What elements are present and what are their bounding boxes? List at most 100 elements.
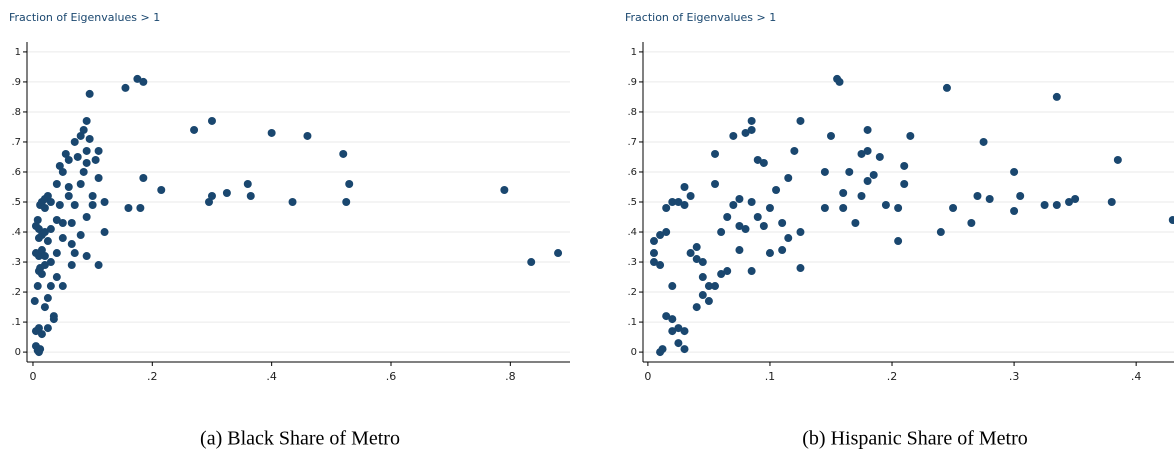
point <box>747 198 756 206</box>
point <box>973 191 982 200</box>
point <box>34 252 43 261</box>
y-tick-label: .2 <box>11 287 21 298</box>
point <box>124 204 133 213</box>
point <box>46 258 55 267</box>
point <box>747 267 756 276</box>
point <box>759 158 768 167</box>
points <box>30 74 563 357</box>
y-tick-label: .5 <box>627 197 637 208</box>
point <box>839 188 848 197</box>
point <box>52 216 61 225</box>
point <box>723 213 732 222</box>
point <box>857 191 866 200</box>
point <box>741 225 750 234</box>
point <box>100 228 109 237</box>
point <box>747 125 756 134</box>
point <box>704 282 713 291</box>
point <box>46 225 55 234</box>
y-tick-label: .6 <box>11 167 21 178</box>
y-tick-label: .3 <box>627 257 637 268</box>
point <box>52 249 61 258</box>
point <box>121 83 130 92</box>
point <box>64 182 73 191</box>
point <box>76 231 85 240</box>
point <box>759 222 768 231</box>
point <box>37 270 46 279</box>
point <box>40 228 49 237</box>
point <box>1052 201 1061 210</box>
point <box>662 204 671 213</box>
point <box>82 146 91 155</box>
point <box>704 297 713 306</box>
point <box>753 213 762 222</box>
point <box>207 116 216 125</box>
point <box>772 185 781 194</box>
point <box>747 116 756 125</box>
point <box>1010 167 1019 176</box>
point <box>662 228 671 237</box>
point <box>267 128 276 137</box>
y-tick-label: .9 <box>627 77 637 88</box>
point <box>863 125 872 134</box>
point <box>1010 207 1019 216</box>
x-tick-label: .4 <box>266 370 277 383</box>
y-tick-label: .6 <box>627 167 637 178</box>
point <box>942 83 951 92</box>
x-tick-label: .3 <box>1009 370 1020 383</box>
point <box>784 234 793 243</box>
point <box>58 219 67 228</box>
y-tick-label: 0 <box>631 347 637 358</box>
points <box>649 74 1174 357</box>
point <box>741 128 750 137</box>
y-tick-label: .4 <box>11 227 21 238</box>
point <box>985 194 994 203</box>
point <box>82 116 91 125</box>
point <box>674 198 683 206</box>
point <box>1113 155 1122 164</box>
point <box>711 149 720 158</box>
y-tick-label: 0 <box>15 347 21 358</box>
point <box>723 267 732 276</box>
point <box>711 179 720 188</box>
point <box>680 201 689 210</box>
point <box>33 282 42 291</box>
point <box>133 74 142 83</box>
point <box>662 312 671 321</box>
point <box>34 225 43 234</box>
point <box>40 252 49 261</box>
point <box>1107 198 1116 206</box>
point <box>649 237 658 246</box>
point <box>790 146 799 155</box>
point <box>100 198 109 206</box>
point <box>778 246 787 255</box>
point <box>668 315 677 324</box>
x-tick-label: 0 <box>29 370 36 383</box>
point <box>717 228 726 237</box>
point <box>345 179 354 188</box>
point <box>680 327 689 336</box>
y-tick-label: .2 <box>627 287 637 298</box>
point <box>82 213 91 222</box>
point <box>243 179 252 188</box>
point <box>863 176 872 185</box>
point <box>67 240 76 249</box>
point <box>735 194 744 203</box>
point <box>686 249 695 258</box>
point <box>894 204 903 213</box>
point <box>906 131 915 140</box>
point <box>88 191 97 200</box>
x-tick-label: .2 <box>887 370 898 383</box>
point <box>73 152 82 161</box>
point <box>79 125 88 134</box>
point <box>668 327 677 336</box>
y-tick-label: .7 <box>627 137 637 148</box>
point <box>1168 216 1174 225</box>
point <box>680 182 689 191</box>
point <box>1016 191 1025 200</box>
point <box>649 249 658 258</box>
point <box>64 191 73 200</box>
point <box>94 146 103 155</box>
point <box>649 258 658 267</box>
point <box>55 201 64 210</box>
